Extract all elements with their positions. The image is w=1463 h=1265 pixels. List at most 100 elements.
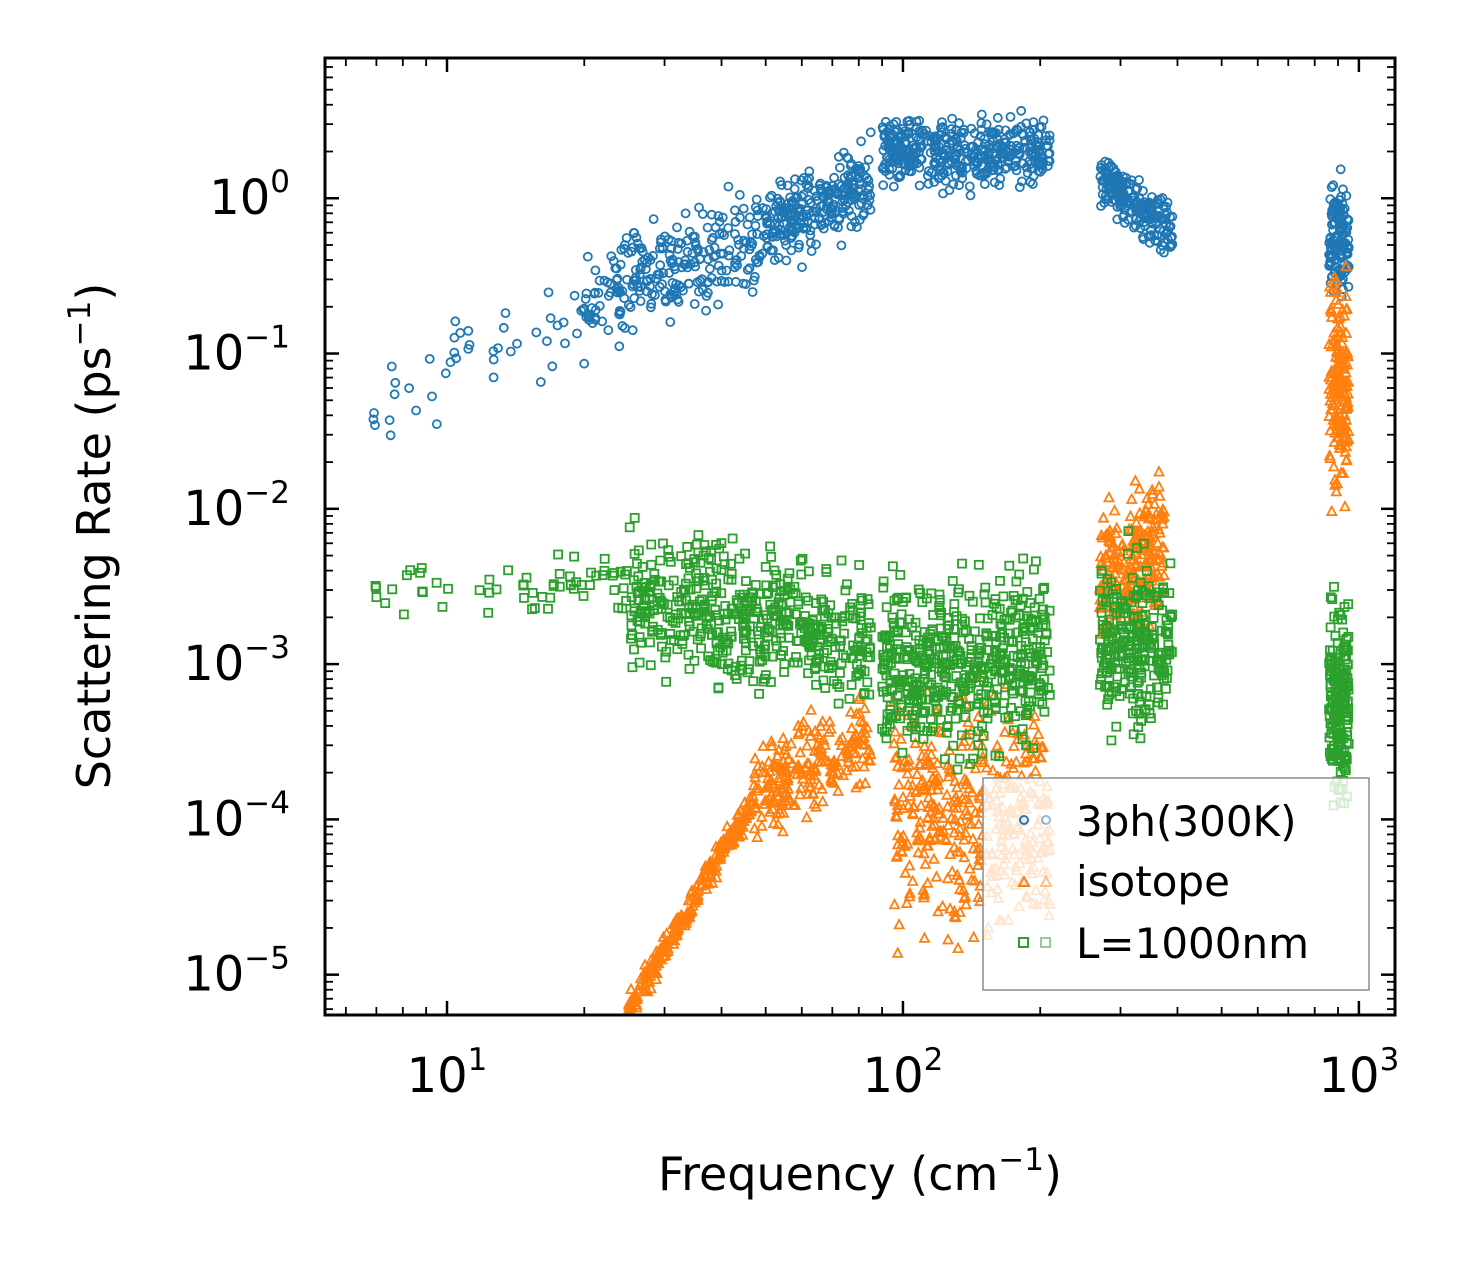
data-point-square [1135,733,1146,744]
data-point-triangle [854,714,867,726]
data-point-triangle [967,930,980,942]
data-point-square [1129,611,1140,622]
data-point-square [740,548,750,559]
data-point-circle [939,131,950,142]
legend-label-boundary: L=1000nm [1076,919,1309,968]
data-point-square [518,579,529,590]
data-point-square [995,576,1005,586]
data-point-triangle [763,805,776,817]
data-point-square [703,553,714,563]
data-point-triangle [702,867,715,879]
data-point-square [779,585,790,596]
data-point-square [1331,692,1342,702]
data-point-triangle [805,703,817,715]
data-point-circle [680,255,691,266]
data-point-square [731,674,742,684]
data-point-triangle [853,777,866,790]
data-point-triangle [1324,303,1337,315]
data-point-triangle [924,758,936,770]
data-point-square [585,580,595,590]
data-point-square [760,562,771,572]
data-point-square [417,587,428,598]
data-point-circle [632,238,643,249]
data-point-square [633,545,644,556]
data-point-triangle [958,850,971,863]
data-point-square [1126,667,1137,677]
data-point-circle [851,163,862,174]
data-point-circle [463,343,474,354]
data-point-circle [957,167,968,178]
data-point-triangle [1141,559,1154,571]
data-point-square [955,677,966,688]
data-point-square [767,651,778,662]
data-point-triangle [842,751,855,763]
data-point-circle [605,278,616,289]
data-point-triangle [777,731,790,743]
data-point-square [484,574,495,585]
data-point-square [864,618,874,628]
data-point-square [991,702,1001,713]
data-point-circle [657,279,667,290]
data-point-circle [714,228,725,239]
data-point-triangle [930,870,943,882]
data-point-circle [680,208,691,219]
data-point-square [877,681,888,692]
data-point-triangle [1331,418,1344,430]
data-point-triangle [1124,509,1137,521]
data-point-square [1018,623,1029,634]
data-point-square [1333,723,1344,733]
data-point-circle [603,325,614,336]
data-point-square [571,577,581,588]
data-point-circle [915,142,926,153]
data-point-square [1134,675,1144,686]
data-point-circle [1116,180,1127,191]
data-point-triangle [1148,497,1161,509]
data-point-square [676,551,687,562]
data-point-square [591,570,602,581]
legend-marker-triangle [1017,874,1031,887]
data-point-circle [747,287,758,297]
data-point-square [878,582,889,593]
data-point-triangle [895,831,907,844]
data-point-square [954,647,965,658]
data-point-circle [1121,172,1131,183]
data-point-circle [1332,200,1343,211]
data-point-square [685,584,696,595]
data-point-circle [993,165,1004,176]
data-point-square [1121,658,1131,668]
data-point-triangle [926,819,939,831]
data-point-circle [1013,148,1024,159]
data-point-square [1342,681,1353,691]
y-tick-label: 10−5 [183,941,290,1003]
data-point-triangle [1342,400,1354,412]
data-point-square [1014,569,1025,580]
data-point-square [862,677,873,688]
data-point-circle [923,178,934,189]
data-point-square [1162,628,1173,639]
data-point-square [713,682,724,693]
data-point-square [821,564,832,574]
data-point-circle [888,181,899,192]
data-point-triangle [942,818,955,830]
data-point-square [804,639,814,650]
data-point-triangle [824,764,837,777]
data-point-square [693,608,704,618]
data-point-square [759,627,770,638]
data-point-triangle [895,732,907,744]
data-point-triangle [909,736,922,749]
data-point-triangle [1335,325,1348,338]
data-point-triangle [958,833,971,845]
data-point-circle [931,153,941,163]
data-point-circle [716,275,727,286]
data-point-triangle [950,780,963,793]
data-point-triangle [751,830,764,842]
data-point-circle [590,265,601,276]
data-point-circle [719,230,729,241]
data-point-circle [1138,185,1148,196]
data-point-circle [658,268,669,279]
data-point-square [1124,641,1135,651]
data-point-square [888,561,898,572]
data-point-circle [590,312,601,323]
data-point-circle [389,389,400,400]
data-point-triangle [1019,747,1032,759]
